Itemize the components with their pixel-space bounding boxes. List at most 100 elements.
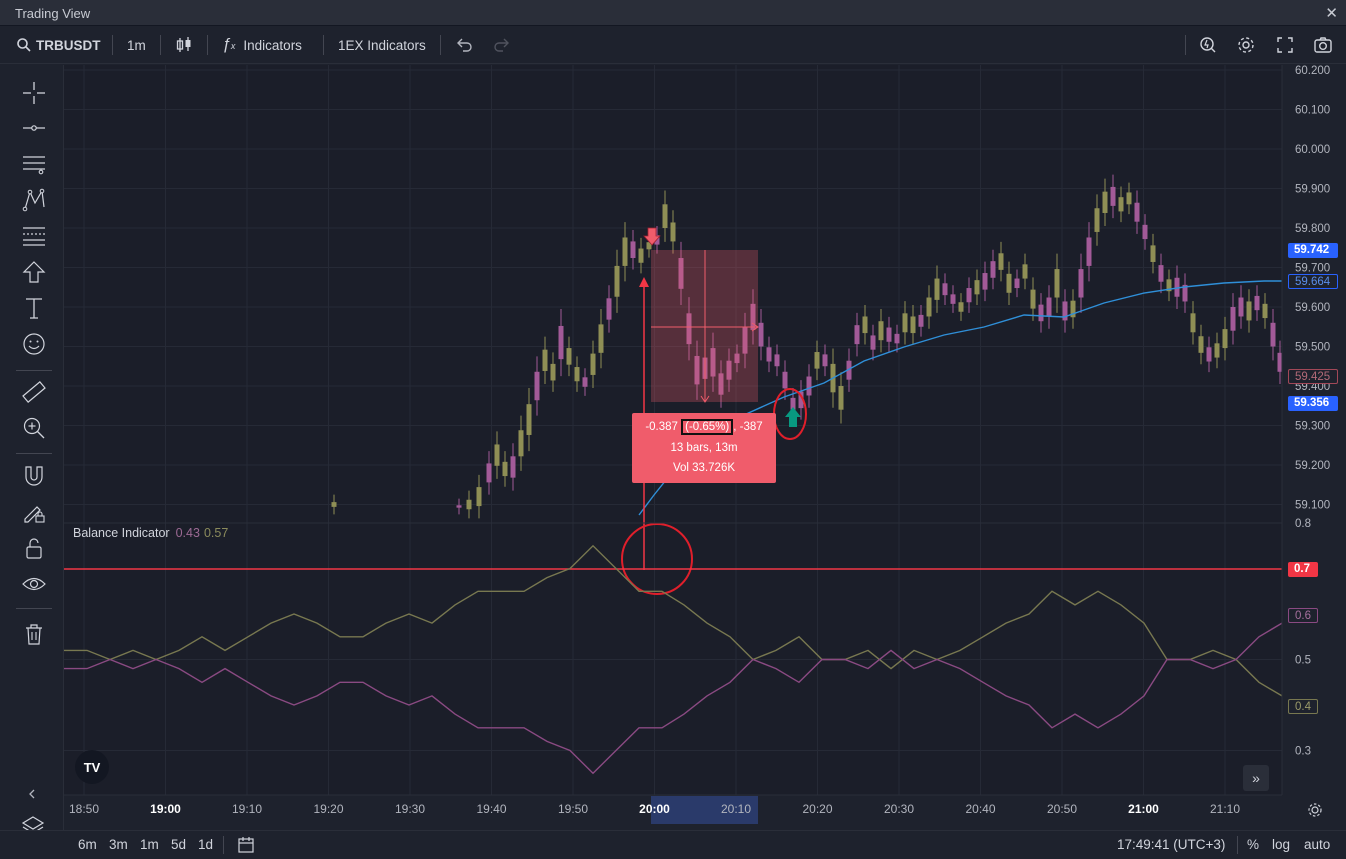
- candle: [894, 324, 900, 353]
- magnet-icon[interactable]: [21, 463, 47, 489]
- candle: [606, 285, 612, 333]
- symbol-search-button[interactable]: TRBUSDT: [16, 26, 101, 64]
- range-3m[interactable]: 3m: [109, 837, 128, 852]
- collapse-toolbar-icon[interactable]: [25, 787, 39, 801]
- candle: [1054, 253, 1060, 313]
- candle: [846, 348, 852, 392]
- candles-icon[interactable]: [174, 35, 194, 55]
- candle: [1270, 308, 1276, 361]
- candle: [466, 490, 472, 519]
- candle: [598, 308, 604, 369]
- range-1d[interactable]: 1d: [198, 837, 214, 852]
- symbol-label: TRBUSDT: [36, 37, 101, 53]
- candle: [502, 451, 508, 487]
- candle: [331, 494, 337, 515]
- candle: [750, 289, 756, 345]
- candle: [1214, 332, 1220, 369]
- emoji-icon[interactable]: [21, 331, 47, 357]
- candle: [566, 336, 572, 377]
- pattern-icon[interactable]: [21, 187, 47, 213]
- time-label: 19:50: [558, 802, 588, 816]
- candle: [1142, 214, 1148, 250]
- indicator-tag-olive: 0.4: [1288, 699, 1318, 714]
- indicator-legend[interactable]: Balance Indicator 0.43 0.57: [73, 526, 228, 540]
- indicator-name: Balance Indicator: [73, 526, 170, 540]
- gear-icon[interactable]: [1236, 35, 1256, 55]
- indicator-tick-label: 0.3: [1295, 746, 1311, 758]
- function-icon: ƒx: [222, 36, 236, 53]
- candle: [950, 285, 956, 313]
- measure-bars: 13 bars, 13m: [670, 442, 738, 454]
- range-1m[interactable]: 1m: [140, 837, 159, 852]
- candle: [582, 368, 588, 396]
- candle: [1254, 285, 1260, 321]
- zoom-in-icon[interactable]: [21, 415, 47, 441]
- measure-change: -0.387: [645, 421, 678, 433]
- lock-drawing-icon[interactable]: [21, 499, 47, 525]
- redo-icon[interactable]: [492, 35, 512, 55]
- price-tick-label: 59.200: [1295, 460, 1330, 472]
- unlock-icon[interactable]: [21, 535, 47, 561]
- camera-icon[interactable]: [1313, 35, 1333, 55]
- candle: [1030, 277, 1036, 321]
- fullscreen-icon[interactable]: [1275, 35, 1295, 55]
- candle: [982, 261, 988, 302]
- candle: [734, 344, 740, 373]
- eye-icon[interactable]: [21, 571, 47, 597]
- candle: [926, 285, 932, 329]
- log-toggle[interactable]: log: [1272, 837, 1291, 852]
- trash-icon[interactable]: [21, 621, 47, 647]
- arrow-up-icon[interactable]: [21, 259, 47, 285]
- candle: [1110, 174, 1116, 219]
- toolbar-divider: [16, 453, 52, 454]
- price-tick-label: 59.900: [1295, 184, 1330, 196]
- candle: [494, 431, 500, 479]
- candle: [774, 344, 780, 377]
- auto-toggle[interactable]: auto: [1304, 837, 1331, 852]
- ruler-icon[interactable]: [21, 379, 47, 405]
- tradingview-logo[interactable]: TV: [75, 750, 109, 784]
- price-tick-label: 59.100: [1295, 500, 1330, 512]
- candle: [974, 269, 980, 306]
- scroll-to-realtime-button[interactable]: »: [1243, 765, 1269, 791]
- price-tag-last: 59.742: [1288, 243, 1338, 258]
- candle: [814, 340, 820, 381]
- price-tick-label: 60.000: [1295, 144, 1330, 156]
- indicator-tag-threshold: 0.7: [1288, 562, 1318, 577]
- indicators-button[interactable]: ƒx Indicators: [222, 26, 302, 64]
- interval-button[interactable]: 1m: [127, 37, 146, 53]
- quick-search-icon[interactable]: [1198, 35, 1218, 55]
- close-icon[interactable]: ✕: [1325, 5, 1338, 22]
- indicator-tick-label: 0.5: [1295, 655, 1311, 667]
- candle: [1174, 265, 1180, 309]
- range-5d[interactable]: 5d: [171, 837, 187, 852]
- horizontal-line-icon[interactable]: [21, 115, 47, 141]
- percent-toggle[interactable]: %: [1247, 837, 1260, 852]
- clock-display[interactable]: 17:49:41 (UTC+3): [1117, 837, 1226, 852]
- candle: [1086, 222, 1092, 282]
- text-icon[interactable]: [21, 295, 47, 321]
- candle: [838, 372, 844, 424]
- candle: [1038, 293, 1044, 333]
- calendar-icon[interactable]: [236, 835, 256, 855]
- undo-icon[interactable]: [454, 35, 474, 55]
- settings-small-icon[interactable]: [1308, 803, 1322, 817]
- toolbar-divider: [223, 836, 224, 854]
- custom-indicators-button[interactable]: 1EX Indicators: [338, 37, 426, 53]
- candle: [766, 336, 772, 373]
- parallel-lines-icon[interactable]: [21, 151, 47, 177]
- title-bar: Trading View ✕: [0, 0, 1346, 26]
- candle: [1062, 289, 1068, 333]
- crosshair-icon[interactable]: [21, 80, 47, 106]
- time-label: 19:00: [150, 802, 181, 816]
- price-tag-ma: 59.664: [1288, 274, 1338, 289]
- measure-percent: (-0.65%): [681, 419, 734, 435]
- indicator-value-2: 0.57: [203, 526, 229, 540]
- candle: [1246, 289, 1252, 333]
- candle: [486, 451, 492, 495]
- sell-arrow-marker: [643, 227, 661, 246]
- candle: [1006, 261, 1012, 306]
- fib-icon[interactable]: [21, 223, 47, 249]
- candle: [798, 380, 804, 420]
- range-6m[interactable]: 6m: [78, 837, 97, 852]
